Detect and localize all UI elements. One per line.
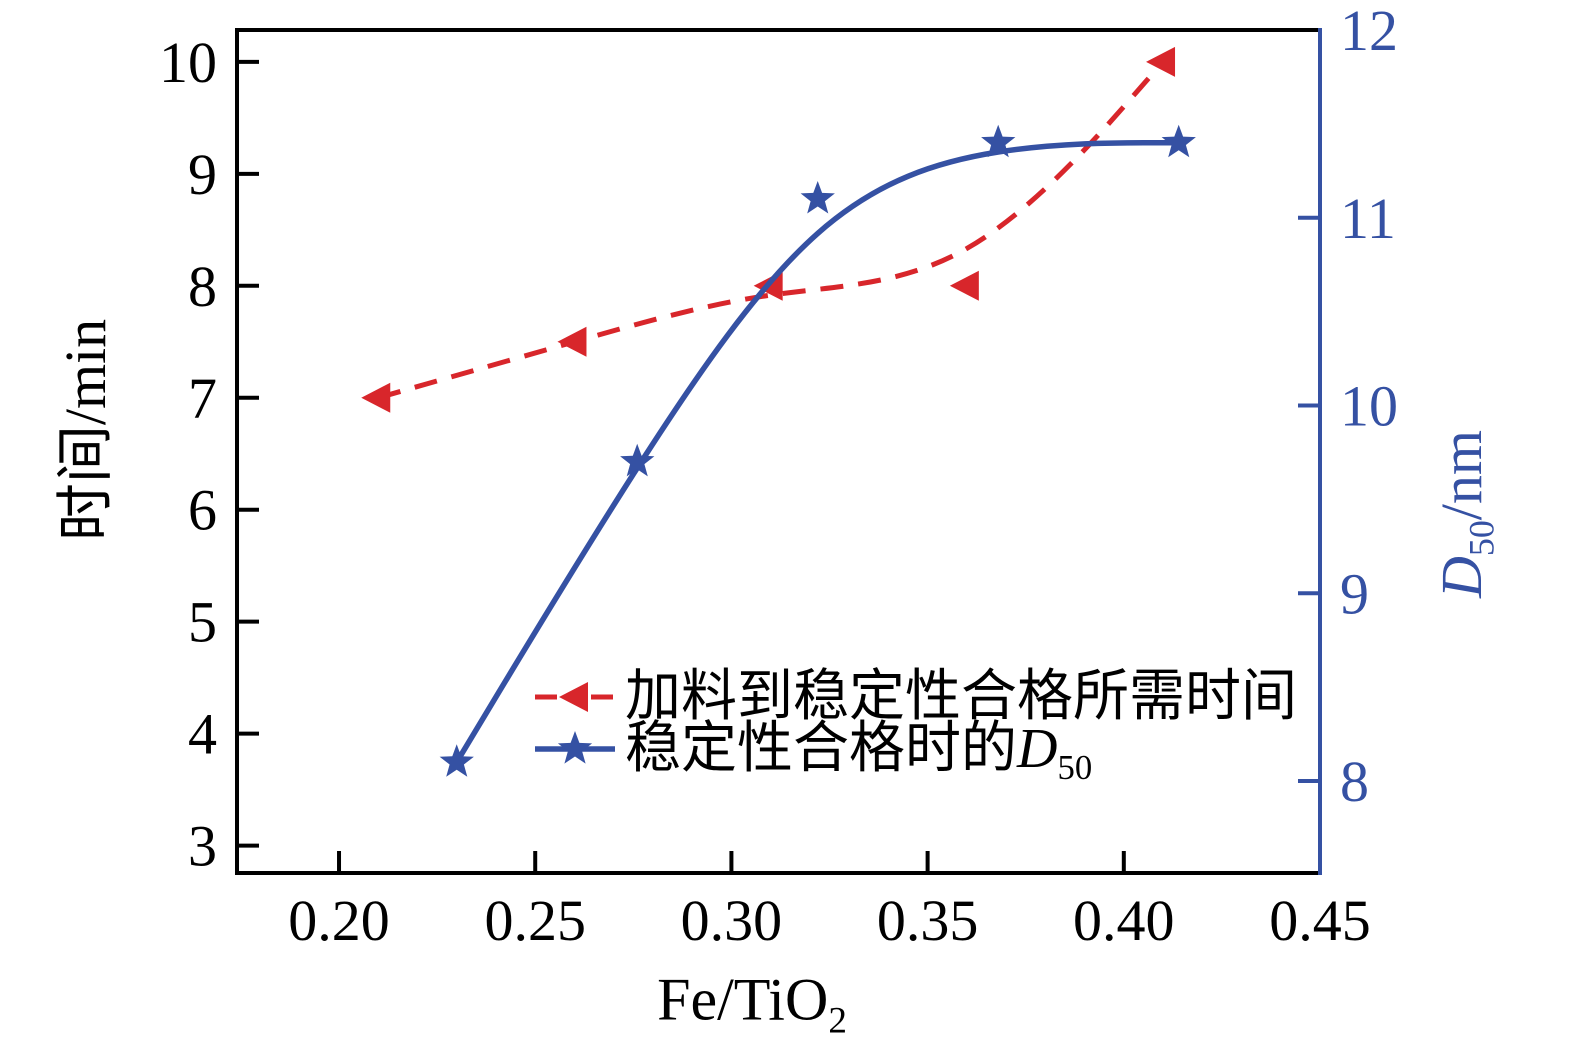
left-axis-title: 时间/min [53, 319, 118, 541]
right-axis-title-sub: 50 [1461, 520, 1502, 557]
left-axis-title-text: 时间/min [53, 318, 118, 542]
legend-item-time: 加料到稳定性合格所需时间 [533, 666, 1297, 728]
x-tick-label: 0.20 [288, 888, 390, 953]
right-tick-label: 12 [1340, 0, 1398, 63]
bottom-axis-ticks: 0.20 0.25 0.30 0.35 0.40 0.45 [288, 851, 1371, 953]
x-tick-label: 0.30 [681, 888, 783, 953]
x-axis-title-sub: 2 [828, 1000, 847, 1042]
legend: 加料到稳定性合格所需时间 稳定性合格时的D50 [533, 666, 1297, 785]
triangle-left-marker [949, 270, 979, 301]
x-axis-title-text: Fe/TiO [657, 966, 829, 1033]
series-time [361, 46, 1176, 413]
star-marker [981, 124, 1016, 158]
x-tick-label: 0.40 [1073, 888, 1175, 953]
x-tick-label: 0.25 [484, 888, 586, 953]
legend-label-time: 加料到稳定性合格所需时间 [625, 666, 1297, 728]
triangle-left-marker [557, 326, 587, 357]
left-tick-label: 9 [188, 142, 217, 207]
right-tick-label: 11 [1340, 186, 1396, 251]
legend-label-d50-text: 稳定性合格时的 [625, 718, 1017, 780]
x-axis-title: Fe/TiO2 [657, 966, 847, 1040]
star-marker [1161, 124, 1196, 158]
legend-label-d50-sub: 50 [1057, 748, 1093, 788]
star-marker [800, 181, 835, 214]
right-axis-title: D50/nm [1429, 430, 1502, 598]
legend-item-d50: 稳定性合格时的D50 [533, 718, 1297, 785]
left-tick-label: 7 [188, 366, 217, 431]
left-axis-ticks: 3 4 5 6 7 8 9 10 [159, 30, 259, 879]
left-tick-label: 6 [188, 478, 217, 543]
x-tick-label: 0.35 [877, 888, 979, 953]
legend-label-d50: 稳定性合格时的D50 [625, 718, 1092, 785]
triangle-left-marker [361, 382, 391, 413]
right-tick-label: 8 [1340, 749, 1369, 814]
triangle-left-marker [1146, 46, 1176, 77]
left-tick-label: 3 [188, 814, 217, 879]
legend-marker-line-star [535, 731, 615, 764]
series-line [454, 139, 1179, 764]
left-tick-label: 8 [188, 254, 217, 319]
star-marker [557, 731, 593, 764]
triangle-left-marker [559, 682, 588, 712]
right-axis-title-rest: /nm [1429, 429, 1494, 521]
right-axis-title-italic: D [1429, 556, 1494, 599]
left-tick-label: 4 [188, 702, 217, 767]
right-tick-label: 9 [1340, 561, 1369, 626]
star-marker [439, 744, 474, 777]
series-line [377, 60, 1165, 401]
left-tick-label: 10 [159, 30, 217, 95]
series-d50 [439, 124, 1196, 777]
right-tick-label: 10 [1340, 374, 1398, 439]
legend-label-d50-italic: D [1017, 718, 1058, 780]
right-axis-ticks: 8 9 10 11 12 [1298, 0, 1398, 814]
x-tick-label: 0.45 [1269, 888, 1371, 953]
legend-marker-dashed-triangle [535, 682, 613, 712]
star-marker [620, 443, 655, 477]
left-tick-label: 5 [188, 590, 217, 655]
